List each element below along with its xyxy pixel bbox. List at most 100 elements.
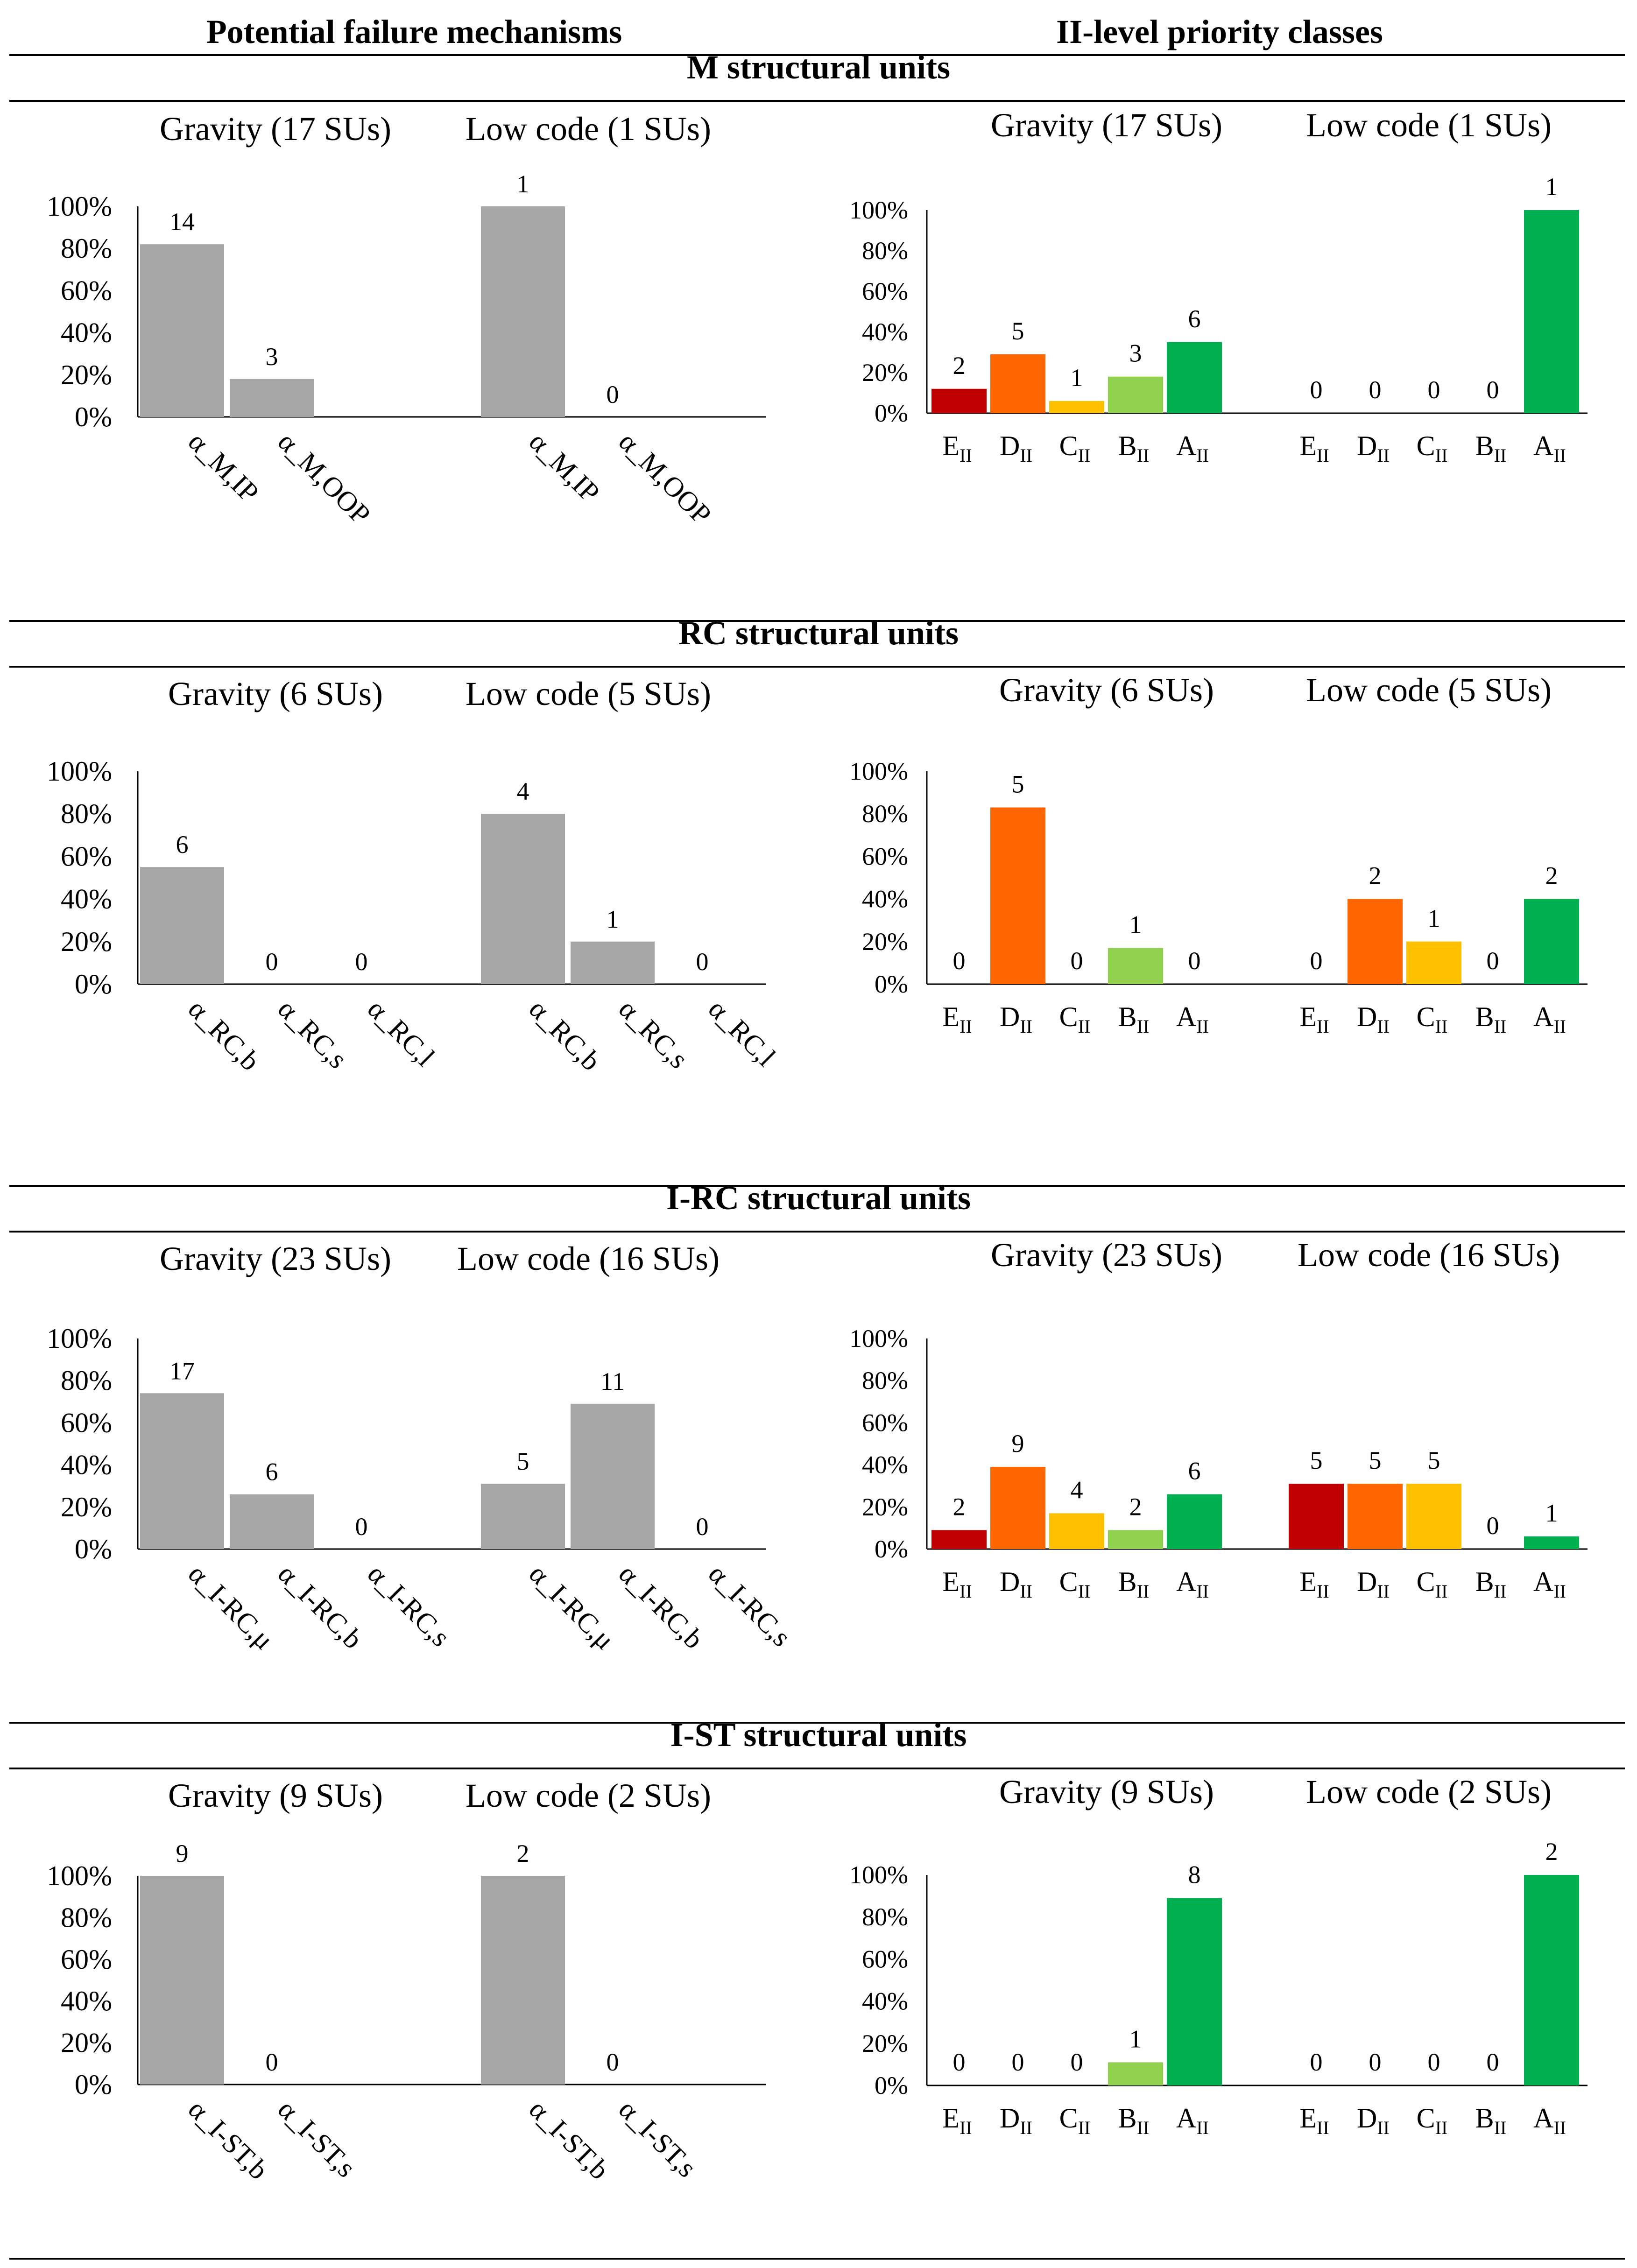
priority-bar-b [1108,376,1163,413]
class-subscript: II [1377,1581,1390,1602]
mechanism-bar [140,1393,224,1549]
y-tick-label: 80% [862,1366,908,1395]
mechanism-bar [481,206,565,417]
priority-bar-a [1167,1898,1222,2085]
class-letter: D [1357,1001,1377,1032]
priority-class-label: CII [1059,2103,1091,2138]
priority-bar-d [1348,899,1403,984]
class-letter: B [1475,430,1494,461]
class-letter: C [1059,1001,1078,1032]
category-label: α_I-RC,s [703,1558,797,1653]
category-label: α_M,OOP [613,426,717,530]
priority-class-label: EII [942,1566,972,1602]
class-subscript: II [1494,1016,1507,1037]
category-label: α_I-RC,b [272,1558,369,1655]
category-label: α_I-ST,s [272,2094,362,2183]
data-label: 0 [1188,947,1201,975]
priority-bar-a [1524,1536,1579,1549]
class-subscript: II [1317,1581,1329,1602]
priority-class-label: CII [1417,1001,1448,1037]
y-tick-label: 60% [61,275,112,306]
subchart-title: Low code (16 SUs) [1298,1236,1560,1274]
section-title: M structural units [687,49,950,86]
priority-class-label: EII [1299,1001,1329,1037]
priority-class-label: DII [1357,430,1390,466]
class-letter: E [1299,2103,1317,2134]
priority-bar-b [1108,2062,1163,2085]
priority-class-label: BII [1475,2103,1507,2138]
data-label: 0 [266,2048,278,2076]
y-tick-label: 40% [61,884,112,915]
y-tick-label: 20% [61,359,112,390]
y-tick-label: 20% [61,2028,112,2058]
y-tick-label: 80% [862,1903,908,1931]
data-label: 0 [1487,376,1499,404]
priority-class-label: AII [1533,1566,1566,1602]
data-label: 11 [600,1367,625,1395]
priority-class-label: EII [942,430,972,466]
priority-class-label: CII [1059,430,1091,466]
data-label: 6 [1188,1457,1201,1485]
mechanism-bar [571,1403,655,1549]
y-tick-label: 100% [849,757,908,785]
data-label: 0 [1310,2048,1323,2076]
priority-bar-a [1167,1494,1222,1549]
priority-class-label: DII [1000,1001,1032,1037]
class-letter: B [1118,2103,1137,2134]
category-label: α_I-RC,s [362,1558,456,1653]
data-label: 5 [1428,1446,1440,1474]
class-letter: E [1299,430,1317,461]
class-letter: B [1118,1566,1137,1597]
mechanism-bar [481,1876,565,2085]
class-subscript: II [1137,1016,1150,1037]
class-subscript: II [1078,445,1091,466]
class-letter: D [1000,430,1020,461]
mechanism-chart: 100% 80% 60% 40% 20% 0% Gravity (23 SUs) 17 α_I-… [47,1240,797,1655]
y-tick-label: 60% [61,1407,112,1438]
data-label: 6 [266,1458,278,1486]
class-letter: A [1176,1001,1196,1032]
y-tick-label: 100% [47,1860,112,1891]
priority-bar-c [1406,941,1461,984]
class-letter: E [942,430,960,461]
priority-bar-a [1524,1875,1579,2085]
column-headers: Potential failure mechanisms II-level pr… [206,13,1383,50]
category-label: α_RC,s [272,993,353,1075]
y-tick-label: 0% [875,2071,908,2099]
mechanism-bar [230,379,314,417]
data-label: 9 [1012,1430,1024,1458]
priority-class-label: AII [1176,1566,1209,1602]
class-letter: A [1176,1566,1196,1597]
priority-class-label: CII [1417,1566,1448,1602]
subchart-title: Gravity (6 SUs) [999,671,1214,709]
priority-class-label: CII [1059,1001,1091,1037]
priority-class-label: DII [1000,2103,1032,2138]
class-subscript: II [1377,1016,1390,1037]
y-tick-label: 40% [61,1450,112,1480]
category-label: α_I-ST,s [613,2094,703,2183]
class-subscript: II [1435,445,1448,466]
priority-class-label: BII [1475,1566,1507,1602]
priority-bar-e [931,388,987,413]
class-letter: C [1417,430,1435,461]
subchart-title: Gravity (17 SUs) [991,106,1222,144]
subchart-title: Gravity (17 SUs) [160,110,391,148]
y-tick-label: 40% [862,318,908,346]
class-subscript: II [1435,1016,1448,1037]
mechanism-chart: 100% 80% 60% 40% 20% 0% Gravity (9 SUs) 9 α_I-ST… [47,1777,766,2185]
y-tick-label: 0% [875,399,908,427]
mechanism-bar [571,941,655,984]
class-subscript: II [1377,2117,1390,2138]
data-label: 1 [1545,173,1558,201]
data-label: 0 [953,2048,966,2076]
y-tick-label: 100% [849,196,908,224]
section-3: I-RC structural units100%80%60%40%20%0%G… [9,1179,1625,1655]
class-letter: A [1533,1001,1553,1032]
priority-class-label: CII [1417,430,1448,466]
section-title: RC structural units [678,614,959,652]
class-subscript: II [1317,2117,1329,2138]
priority-bar-e [1289,1484,1344,1549]
class-letter: E [1299,1001,1317,1032]
data-label: 2 [953,1493,966,1521]
y-tick-label: 80% [61,798,112,829]
